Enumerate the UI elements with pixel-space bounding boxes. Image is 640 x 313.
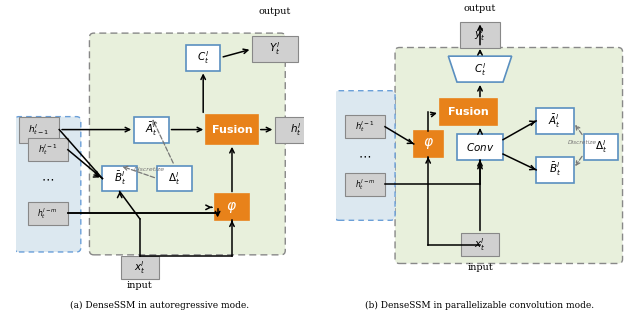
- Bar: [440, 99, 497, 125]
- Bar: [345, 173, 385, 196]
- Text: (b) DenseSSM in parallelizable convolution mode.: (b) DenseSSM in parallelizable convoluti…: [365, 301, 595, 310]
- Text: $\bar{A}_t^l$: $\bar{A}_t^l$: [145, 121, 158, 138]
- Text: Discretize: Discretize: [568, 140, 596, 145]
- Bar: [28, 138, 68, 161]
- Text: $x_t^l$: $x_t^l$: [134, 259, 145, 276]
- Bar: [457, 134, 503, 160]
- Text: (a) DenseSSM in autoregressive mode.: (a) DenseSSM in autoregressive mode.: [70, 301, 250, 310]
- Text: $Y_t^l$: $Y_t^l$: [269, 41, 281, 57]
- FancyBboxPatch shape: [90, 33, 285, 255]
- Bar: [275, 117, 316, 142]
- Text: $\bar{A}_t^l$: $\bar{A}_t^l$: [548, 112, 561, 130]
- Text: $C_t^l$: $C_t^l$: [474, 61, 486, 78]
- Polygon shape: [449, 56, 511, 82]
- Text: output: output: [464, 4, 496, 13]
- Bar: [19, 117, 60, 142]
- Text: Fusion: Fusion: [212, 125, 252, 135]
- Text: $\Delta_t^l$: $\Delta_t^l$: [595, 138, 607, 155]
- Text: $h_{t-1}^l$: $h_{t-1}^l$: [28, 122, 50, 137]
- Text: $Conv$: $Conv$: [466, 141, 494, 153]
- Text: $h_t^{l-1}$: $h_t^{l-1}$: [355, 119, 375, 134]
- Text: $y_t^l$: $y_t^l$: [474, 26, 486, 43]
- Bar: [157, 166, 191, 192]
- Bar: [460, 22, 500, 48]
- Bar: [134, 117, 168, 142]
- Text: input: input: [467, 263, 493, 272]
- Text: $C_t^l$: $C_t^l$: [197, 49, 209, 66]
- Bar: [536, 108, 573, 134]
- Text: $\bar{B}_t^l$: $\bar{B}_t^l$: [548, 161, 561, 178]
- Bar: [186, 45, 220, 70]
- Bar: [102, 166, 137, 192]
- Text: $x_t^l$: $x_t^l$: [474, 236, 486, 253]
- Bar: [206, 115, 258, 144]
- Bar: [28, 202, 68, 225]
- FancyBboxPatch shape: [335, 91, 395, 220]
- Text: Fusion: Fusion: [448, 107, 489, 117]
- Bar: [121, 256, 159, 279]
- Text: $h_t^l$: $h_t^l$: [289, 121, 301, 138]
- Text: $\varphi$: $\varphi$: [422, 136, 434, 151]
- Bar: [214, 194, 249, 220]
- Text: $\bar{B}_t^l$: $\bar{B}_t^l$: [113, 170, 126, 187]
- Bar: [536, 157, 573, 183]
- Bar: [252, 36, 298, 62]
- Text: output: output: [259, 7, 291, 16]
- Text: $\cdots$: $\cdots$: [358, 149, 371, 162]
- Text: $\varphi$: $\varphi$: [227, 200, 237, 215]
- Bar: [345, 115, 385, 138]
- Text: $h_t^{l-1}$: $h_t^{l-1}$: [38, 142, 58, 157]
- Text: $\Delta_t^l$: $\Delta_t^l$: [168, 170, 180, 187]
- Text: Discretize: Discretize: [134, 167, 164, 172]
- Bar: [414, 131, 443, 157]
- Bar: [461, 233, 499, 256]
- FancyBboxPatch shape: [395, 48, 623, 264]
- Text: $\cdots$: $\cdots$: [41, 172, 54, 185]
- Text: input: input: [127, 280, 153, 290]
- FancyBboxPatch shape: [15, 117, 81, 252]
- Text: $h_t^{l-m}$: $h_t^{l-m}$: [38, 206, 58, 221]
- Bar: [584, 134, 618, 160]
- Text: $h_t^{l-m}$: $h_t^{l-m}$: [355, 177, 375, 192]
